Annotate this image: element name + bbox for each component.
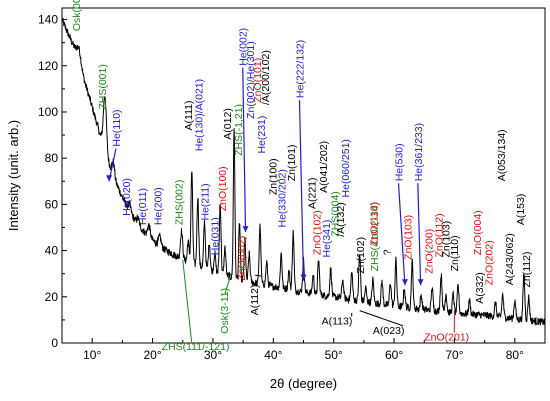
peak-label: A(053/134) xyxy=(496,129,508,181)
peak-label: ZnO(002) xyxy=(236,236,248,281)
y-tick-label: 80 xyxy=(45,151,59,165)
peak-label: A(012) xyxy=(222,108,234,140)
y-tick-label: 100 xyxy=(38,105,58,119)
peak-label-below: A(112) xyxy=(249,285,261,316)
arrow-head xyxy=(401,279,408,286)
peak-label: ZHS(-1,21) xyxy=(233,104,245,156)
peak-label-below: A(113) xyxy=(322,316,353,328)
peak-label: ZHS(004) xyxy=(330,191,342,237)
x-tick-label: 50° xyxy=(325,348,343,362)
peak-label: Zn(101) xyxy=(286,145,298,182)
peak-label: ZnO(101) xyxy=(252,58,264,103)
peak-label: Osk(001) xyxy=(71,0,83,31)
peak-label: He(130)/A(021) xyxy=(194,79,206,151)
peak-label: Zn(102) xyxy=(355,237,367,274)
peak-label: ZnO(110) xyxy=(369,202,381,246)
peak-leader xyxy=(182,259,193,342)
peak-label: He(361/233) xyxy=(413,123,425,181)
x-tick-label: 80° xyxy=(506,348,524,362)
peak-label: /A(200/102) xyxy=(260,50,272,105)
x-tick-label: 10° xyxy=(83,348,101,362)
peak-label-below: ZnO(201) xyxy=(424,332,469,344)
y-tick-label: 120 xyxy=(38,59,58,73)
peak-label: He(060/251) xyxy=(340,139,352,197)
peak-label: A(111) xyxy=(183,100,195,130)
peak-leader xyxy=(224,273,232,294)
arrow-head xyxy=(300,274,307,281)
peak-label: ZnO(202) xyxy=(483,240,495,285)
annotation-group: Osk(001) ZHS(001)He(110) He(020) He(011) He(… xyxy=(71,0,533,353)
peak-label: A(332) xyxy=(474,272,486,304)
x-tick-label: 70° xyxy=(445,348,463,362)
peak-label: He(110) xyxy=(111,109,123,146)
peak-label-below: ZHS(111/-121) xyxy=(162,341,230,353)
peak-label-below: Osk(3-11) xyxy=(219,288,231,334)
y-tick-label: 20 xyxy=(45,290,59,304)
peak-label: He(031) xyxy=(209,217,221,255)
x-tick-label: 20° xyxy=(143,348,161,362)
x-axis-title: 2θ (degree) xyxy=(270,376,337,391)
x-tick-label: 40° xyxy=(264,348,282,362)
y-axis-title: Intensity (unit. arb.) xyxy=(6,120,21,231)
peak-leader xyxy=(359,310,404,327)
peak-label: ZHS(410/2-34) xyxy=(369,202,381,271)
y-tick-label: 40 xyxy=(45,244,59,258)
peak-label: He(020) xyxy=(121,178,133,216)
peak-label: ZnO(102) xyxy=(311,210,323,255)
peak-label: He(211) xyxy=(200,183,212,220)
peak-label: He(341) xyxy=(321,220,333,258)
peak-label-below: A(023) xyxy=(373,325,405,337)
y-tick-label: 140 xyxy=(38,13,58,27)
peak-label: He(231) xyxy=(256,116,268,154)
arrow-head xyxy=(417,279,424,286)
peak-label: A(041/202) xyxy=(318,141,330,193)
peak-label: ZnO(100) xyxy=(217,166,229,211)
peak-label: He(530) xyxy=(394,143,406,181)
peak-label: Zn(112) xyxy=(521,252,533,288)
peak-label: ZnO(200) xyxy=(424,229,436,274)
peak-arrow xyxy=(298,100,305,281)
peak-label: He(002) xyxy=(238,28,250,66)
peak-label: A(221) xyxy=(307,177,319,209)
peak-label: He(222/132) xyxy=(295,40,307,98)
peak-label: He(011) xyxy=(137,188,149,225)
arrow-head xyxy=(106,175,113,182)
arrow-head xyxy=(242,226,249,233)
peak-label: ZHS(001) xyxy=(97,64,109,110)
peak-label: ZnO(103) xyxy=(403,215,415,260)
peak-arrow xyxy=(242,67,247,233)
peak-label: /A(132) xyxy=(335,202,347,236)
peak-label: Zn(103) xyxy=(441,221,453,258)
axes: 10° 20° 30° 40° 50° 60° 70° 80° 0 20 40 60 80 100 120 1… xyxy=(38,7,546,362)
peak-label: ZnO(004) xyxy=(472,210,484,255)
y-tick-label: 0 xyxy=(51,336,58,350)
peak-arrow xyxy=(417,183,422,286)
peak-label: ZHS(002) xyxy=(174,180,186,226)
peak-label: Zn(002)/He(301) xyxy=(245,41,257,119)
x-tick-label: 30° xyxy=(204,348,222,362)
x-tick-label: 60° xyxy=(385,348,403,362)
peak-leader xyxy=(255,274,262,277)
peak-label: ? xyxy=(381,249,393,255)
peak-label: Zn(100) xyxy=(267,158,279,195)
peak-label: Zn(110) xyxy=(449,235,461,271)
peak-label: A(153) xyxy=(515,194,527,226)
y-tick-label: 60 xyxy=(45,197,59,211)
peak-label: He(330/202) xyxy=(276,169,288,227)
peak-label: A(243/062) xyxy=(504,233,516,285)
peak-label: He(200) xyxy=(153,187,165,225)
peak-label: ZnO(112) xyxy=(433,213,445,257)
peak-arrow xyxy=(397,183,406,286)
